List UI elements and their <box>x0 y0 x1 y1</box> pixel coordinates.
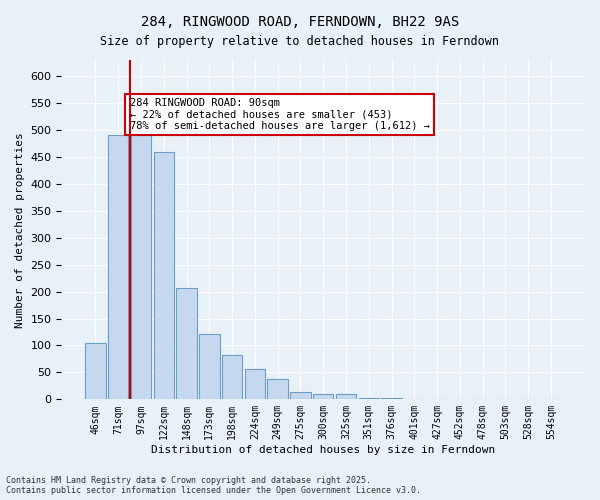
Bar <box>290 392 311 400</box>
Bar <box>199 334 220 400</box>
Bar <box>108 136 128 400</box>
Text: Contains HM Land Registry data © Crown copyright and database right 2025.
Contai: Contains HM Land Registry data © Crown c… <box>6 476 421 495</box>
Bar <box>268 379 288 400</box>
Text: 284 RINGWOOD ROAD: 90sqm
← 22% of detached houses are smaller (453)
78% of semi-: 284 RINGWOOD ROAD: 90sqm ← 22% of detach… <box>130 98 430 131</box>
Bar <box>336 394 356 400</box>
Bar <box>359 398 379 400</box>
Bar <box>427 399 448 400</box>
Text: Size of property relative to detached houses in Ferndown: Size of property relative to detached ho… <box>101 35 499 48</box>
Bar <box>222 355 242 400</box>
Bar <box>381 398 402 400</box>
Bar <box>245 368 265 400</box>
Bar <box>154 152 174 400</box>
Bar <box>176 288 197 400</box>
Bar <box>404 399 425 400</box>
Y-axis label: Number of detached properties: Number of detached properties <box>15 132 25 328</box>
Bar <box>131 136 151 400</box>
Bar <box>85 343 106 400</box>
Bar <box>313 394 334 400</box>
Text: 284, RINGWOOD ROAD, FERNDOWN, BH22 9AS: 284, RINGWOOD ROAD, FERNDOWN, BH22 9AS <box>141 15 459 29</box>
X-axis label: Distribution of detached houses by size in Ferndown: Distribution of detached houses by size … <box>151 445 496 455</box>
